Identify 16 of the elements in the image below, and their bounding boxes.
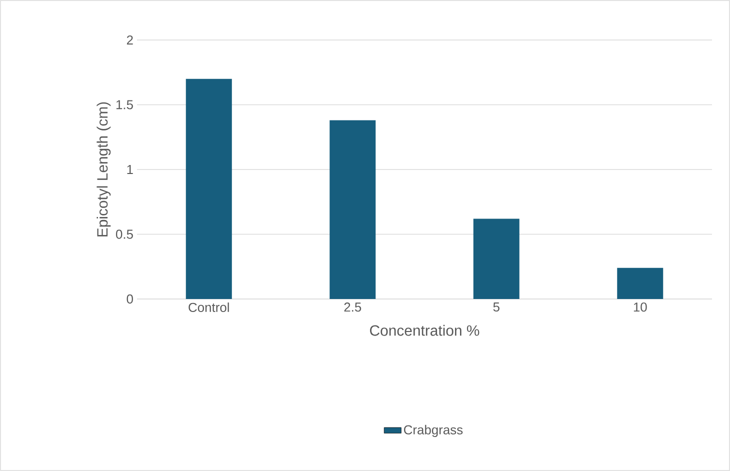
legend-label: Crabgrass [404,424,463,437]
y-tick-label: 1 [127,165,133,174]
bar [186,78,232,299]
y-axis-title: Epicotyl Length (cm) [96,102,111,236]
y-tick-label: 2 [126,35,133,45]
bar [473,218,520,299]
x-tick-label: 5 [493,302,500,312]
x-tick-label: Control [188,302,229,312]
bar [330,120,376,299]
y-tick-label: 0.5 [116,230,133,239]
y-tick-label: 1.5 [116,100,133,110]
bar [617,268,664,299]
x-tick-label: 10 [634,302,647,312]
x-axis-title: Concentration % [370,324,480,336]
x-tick-label: 2.5 [344,302,362,312]
y-tick-label: 0 [126,294,133,304]
